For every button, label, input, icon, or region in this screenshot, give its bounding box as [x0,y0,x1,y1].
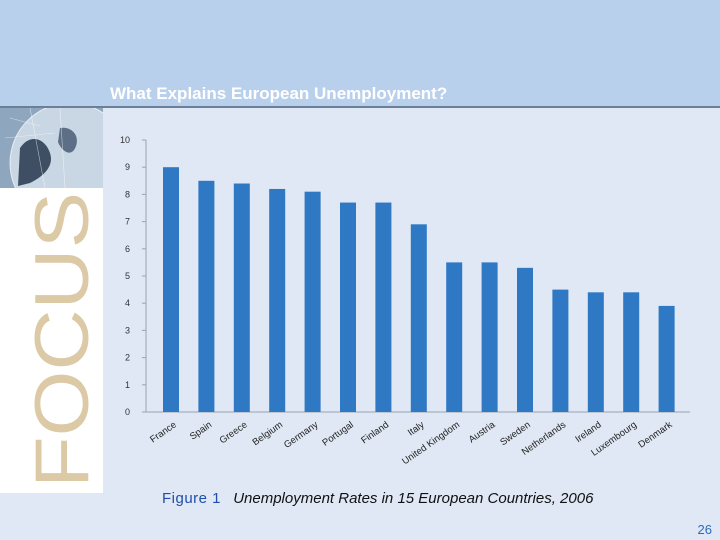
bar-chart: 0 1 2 3 4 5 6 7 8 9 10 France Spain Greece BelgiumGerm… [120,135,690,467]
x-tick-label: Spain [188,419,214,442]
bar-denmark [658,305,675,412]
figure-label: Figure 1 [162,490,222,507]
bar-netherlands [552,289,569,412]
bar-france [163,167,179,412]
y-tick-label: 2 [125,353,130,363]
y-tick-label: 4 [125,298,130,308]
y-tick-label: 0 [125,407,130,417]
bar-belgium [269,188,286,412]
bar-italy [410,224,427,412]
x-tick-label: Denmark [636,419,674,450]
y-tick-label: 3 [125,325,130,335]
y-tick-label: 9 [125,162,130,172]
x-tick-label: France [148,419,179,445]
x-tick-label: Germany [282,419,321,451]
bar-finland [375,202,392,412]
bar-ireland [587,292,604,412]
page-number: 26 [697,522,712,537]
bar-austria [481,262,498,412]
y-tick-label: 5 [125,271,130,281]
globe-image [0,108,103,188]
focus-logo: FOCUS [28,192,98,488]
x-tick-label: Italy [406,419,427,438]
bar-greece [233,183,250,412]
x-tick-label: Greece [218,419,250,446]
figure-caption: Figure 1 Unemployment Rates in 15 Europe… [162,490,593,507]
slide-title: What Explains European Unemployment? [110,84,448,103]
header-band [0,0,720,106]
y-tick-label: 8 [125,189,130,199]
bar-united-kingdom [446,262,463,412]
figure-title: Unemployment Rates in 15 European Countr… [233,490,594,507]
x-tick-label: Finland [359,419,391,446]
x-tick-label: Austria [467,419,498,445]
y-tick-label: 1 [125,380,130,390]
bar-sweden [517,267,533,412]
y-tick-label: 7 [125,217,130,227]
bar-luxembourg [623,292,640,412]
x-tick-label: Portugal [320,419,355,448]
y-tick-label: 6 [125,244,130,254]
bar-portugal [340,202,356,412]
focus-logo-text: FOCUS [28,192,98,488]
x-tick-label: Ireland [573,419,603,445]
x-tick-label: Belgium [250,419,284,448]
bar-germany [304,191,321,412]
bar-spain [198,180,215,412]
header-divider [0,106,720,108]
y-tick-label: 10 [120,135,130,145]
